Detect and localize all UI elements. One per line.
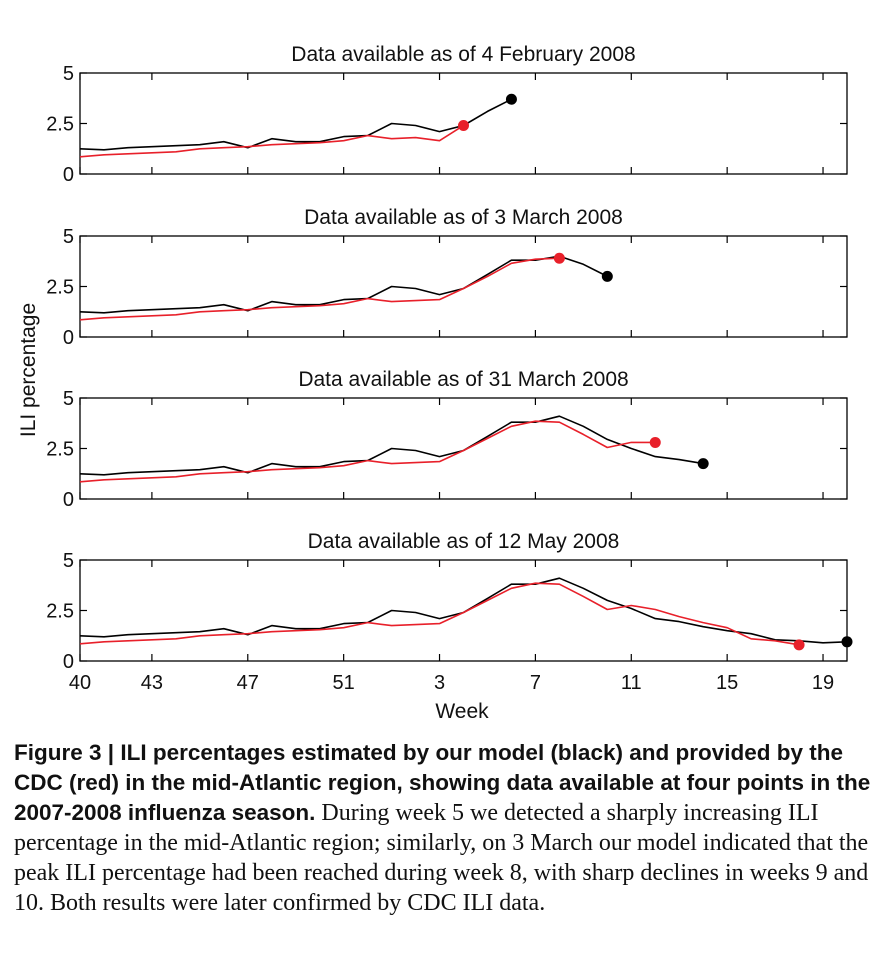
panel-title: Data available as of 12 May 2008: [308, 530, 620, 553]
panel-title: Data available as of 31 March 2008: [298, 368, 628, 391]
model-line: [79, 415, 704, 476]
cdc-line: [79, 582, 800, 646]
panel-1: Data available as of 4 February 2008 0 2.5…: [46, 43, 848, 186]
figure-caption: Figure 3 | ILI percentages estimated by …: [14, 738, 880, 918]
model-line: [79, 577, 848, 644]
model-last-point: [841, 636, 853, 648]
caption-label: Figure 3 |: [14, 740, 121, 765]
y-tick-label: 2.5: [46, 439, 74, 461]
model-line: [79, 98, 512, 151]
x-axis-label: Week: [435, 700, 489, 723]
y-tick-label: 2.5: [46, 277, 74, 299]
x-tick-label: 47: [237, 672, 259, 694]
plot-frame: [79, 235, 848, 338]
model-line: [79, 255, 608, 314]
panel-title: Data available as of 3 March 2008: [304, 206, 623, 229]
panel-2: Data available as of 3 March 2008 0 2.5 5: [46, 206, 848, 349]
cdc-last-point: [458, 120, 469, 132]
y-tick-label: 0: [63, 489, 74, 511]
y-tick-label: 5: [63, 226, 74, 248]
y-tick-label: 0: [63, 651, 74, 673]
plot-frame: [79, 559, 848, 662]
cdc-line: [79, 420, 656, 483]
cdc-last-point: [649, 436, 661, 448]
y-tick-label: 5: [63, 63, 74, 85]
x-tick-label: 15: [716, 672, 738, 694]
cdc-last-point: [553, 252, 565, 264]
x-tick-label: 43: [141, 672, 163, 694]
cdc-line: [79, 124, 464, 158]
y-tick-label: 5: [63, 388, 74, 410]
x-tick-label: 51: [333, 672, 355, 694]
y-tick-label: 0: [63, 327, 74, 349]
model-last-point: [601, 270, 613, 282]
x-tick-label: 7: [530, 672, 541, 694]
x-tick-label: 40: [69, 672, 91, 694]
y-tick-label: 2.5: [46, 114, 74, 136]
ili-figure: ILI percentage Week Data available as of…: [17, 43, 853, 723]
x-tick-label: 11: [621, 672, 642, 694]
model-last-point: [505, 93, 517, 105]
x-tick-label: 19: [812, 672, 834, 694]
y-tick-label: 5: [63, 550, 74, 572]
panel-4: Data available as of 12 May 2008 0 2.5 5: [46, 530, 853, 673]
cdc-line: [79, 257, 560, 321]
y-tick-label: 2.5: [46, 601, 74, 623]
y-tick-label: 0: [63, 164, 74, 186]
cdc-last-point: [793, 639, 805, 651]
caption-bold-text: ILI percentages estimated by our model (…: [14, 740, 871, 825]
panel-3: Data available as of 31 March 2008 0 2.5 5: [46, 368, 848, 511]
x-tick-label: 3: [434, 672, 445, 694]
caption-body-text: During week 5 we detected a sharply incr…: [14, 800, 869, 916]
plot-frame: [79, 397, 848, 500]
y-axis-label: ILI percentage: [17, 303, 40, 437]
model-last-point: [697, 458, 709, 470]
panel-title: Data available as of 4 February 2008: [291, 43, 635, 66]
